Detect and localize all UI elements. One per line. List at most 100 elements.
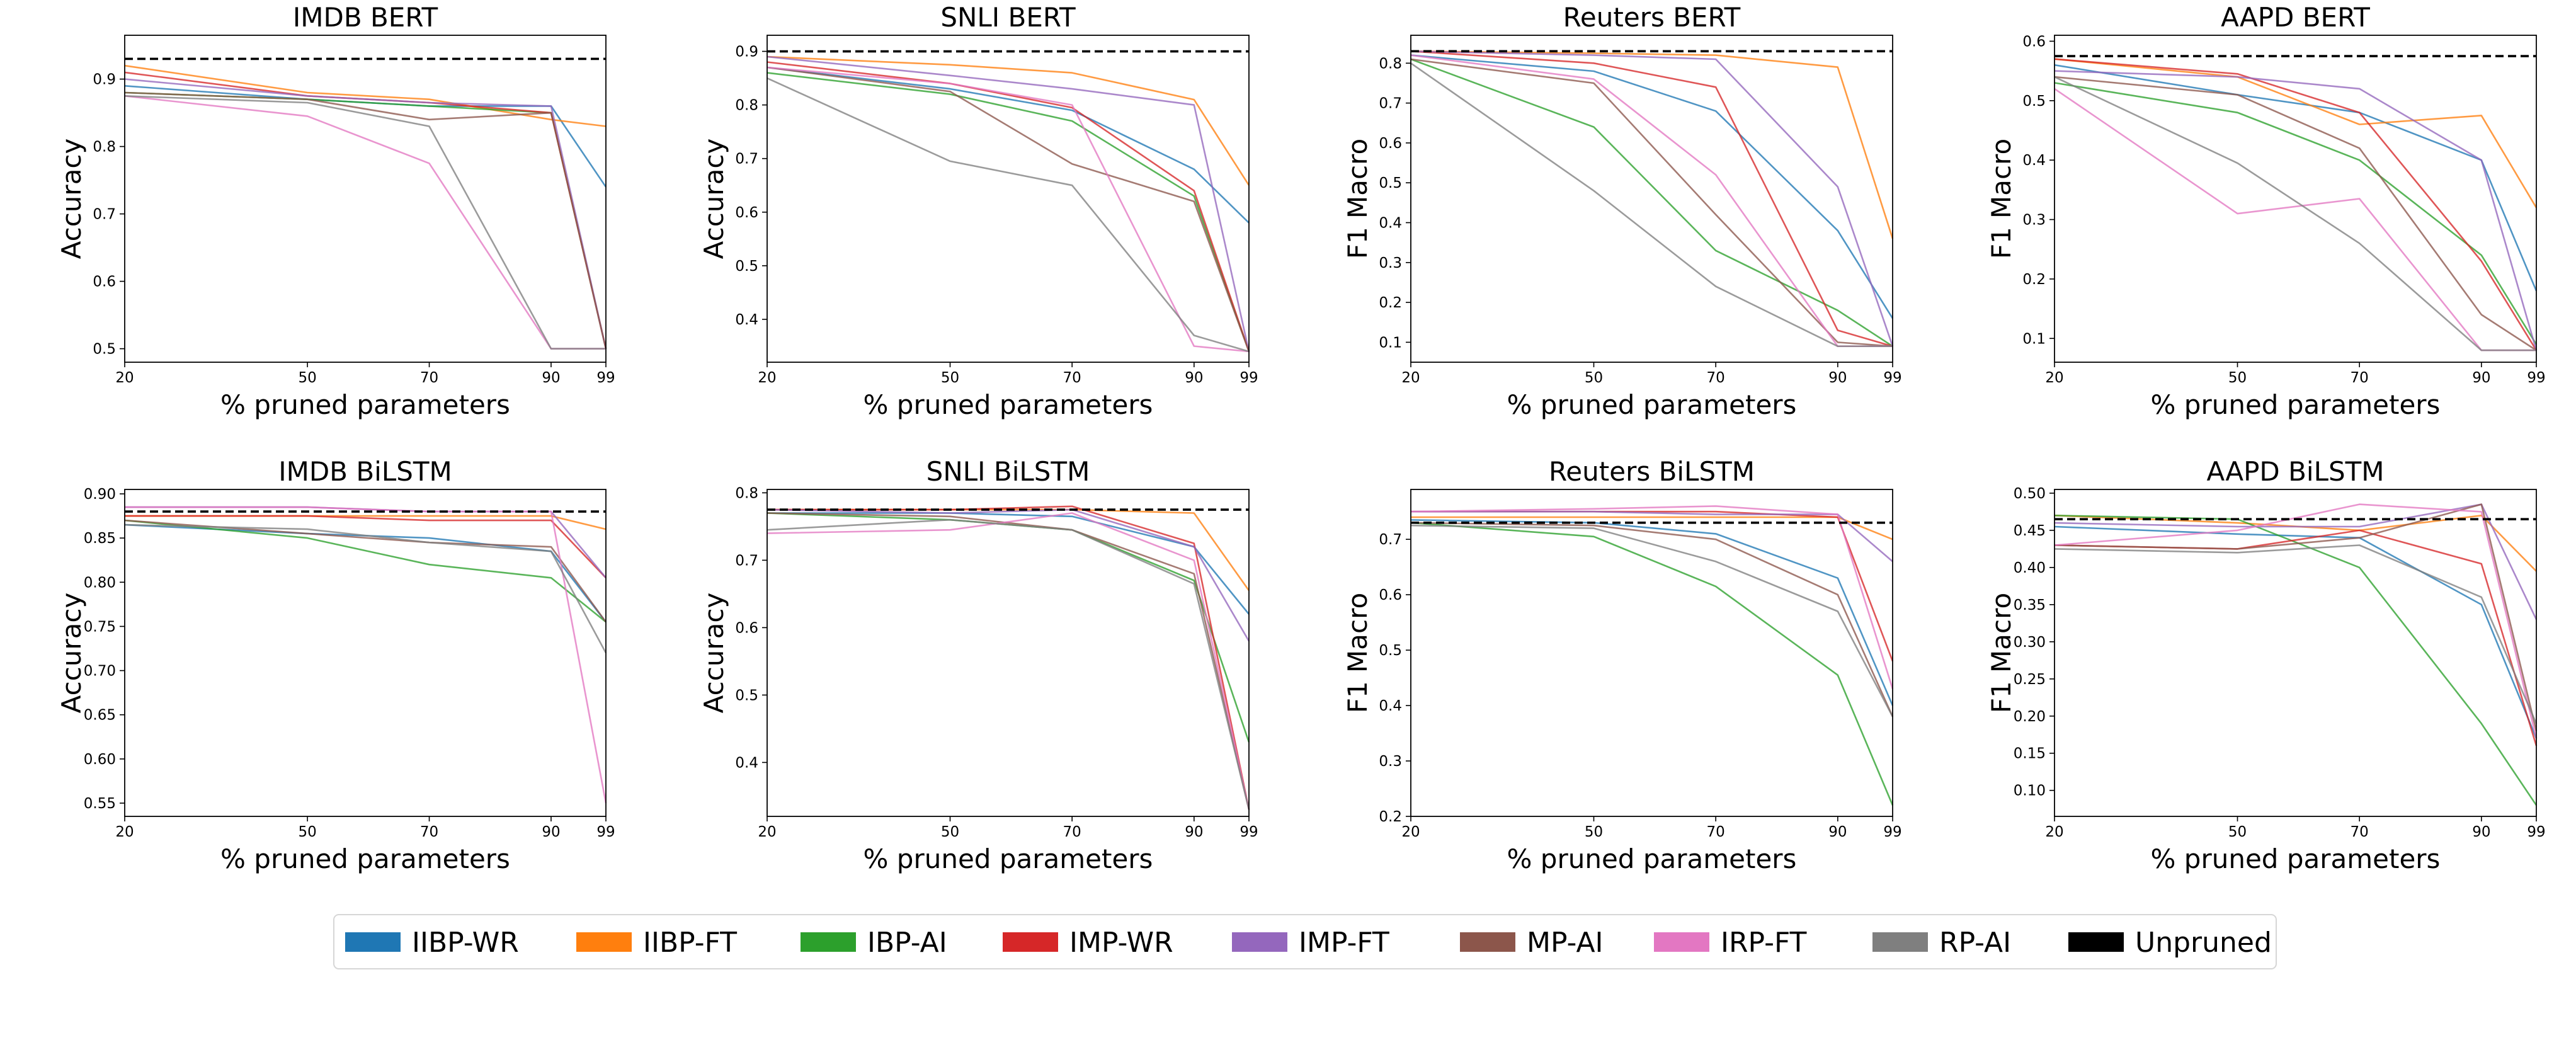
y-axis-label: F1 Macro	[1986, 139, 2017, 259]
series-line-mp-ai	[124, 91, 607, 349]
y-tick-label: 0.80	[84, 574, 116, 591]
panel-title: AAPD BiLSTM	[2206, 456, 2384, 487]
y-tick-label: 0.8	[735, 98, 758, 114]
legend-entry-iibp-ft: IIBP-FT	[576, 927, 737, 959]
x-axis-label: % pruned parameters	[1507, 389, 1797, 420]
plot-frame	[1410, 35, 1893, 363]
y-tick-label: 0.9	[735, 44, 758, 60]
y-tick-label: 0.7	[1379, 532, 1402, 548]
y-tick-label: 0.6	[2022, 33, 2046, 50]
y-tick-label: 0.4	[735, 312, 758, 328]
legend-entry-iibp-wr: IIBP-WR	[345, 927, 519, 959]
legend-swatch	[1872, 932, 1928, 952]
legend-label: IBP-AI	[867, 927, 947, 959]
series-line-imp-wr	[2054, 58, 2538, 351]
legend-swatch	[1232, 932, 1287, 952]
y-tick-label: 0.50	[2014, 486, 2046, 502]
x-tick-label: 90	[542, 824, 560, 840]
x-tick-label: 99	[596, 824, 615, 840]
series-line-irp-ft	[125, 506, 607, 804]
x-axis-label: % pruned parameters	[220, 389, 510, 420]
series-line-imp-wr	[767, 505, 1250, 810]
plot-frame	[767, 489, 1250, 817]
series-line-ibp-ai	[767, 72, 1250, 352]
legend-frame	[333, 914, 2277, 969]
series-line-ibp-ai	[767, 512, 1250, 743]
y-tick-label: 0.9	[93, 72, 116, 88]
y-tick-label: 0.90	[84, 486, 116, 503]
y-tick-label: 0.20	[2014, 709, 2046, 725]
y-tick-label: 0.4	[1379, 698, 1402, 714]
legend-entry-imp-ft: IMP-FT	[1232, 927, 1389, 959]
y-tick-label: 0.5	[735, 258, 758, 275]
legend-entry-ibp-ai: IBP-AI	[801, 927, 947, 959]
plot-frame	[1410, 489, 1893, 817]
x-tick-label: 20	[1401, 370, 1420, 386]
y-tick-label: 0.35	[2014, 597, 2046, 614]
series-line-imp-ft	[124, 78, 607, 349]
x-tick-label: 90	[542, 370, 560, 386]
series-line-irp-ft	[767, 512, 1250, 810]
series-line-iibp-ft	[124, 64, 607, 127]
plot-frame	[124, 489, 607, 817]
x-tick-label: 50	[1585, 370, 1603, 386]
legend-entry-rp-ai: RP-AI	[1872, 927, 2011, 959]
series-line-rp-ai	[767, 77, 1250, 353]
y-tick-label: 0.3	[1379, 753, 1402, 770]
x-tick-label: 50	[2228, 370, 2247, 386]
series-line-iibp-ft	[1411, 516, 1893, 540]
series-line-ibp-ai	[2054, 82, 2538, 345]
x-tick-label: 70	[420, 370, 438, 386]
legend-entry-imp-wr: IMP-WR	[1003, 927, 1173, 959]
y-tick-label: 0.4	[2022, 152, 2046, 169]
y-axis-label: Accuracy	[698, 593, 729, 714]
series-line-rp-ai	[1410, 524, 1894, 717]
legend-label: IIBP-FT	[643, 927, 737, 959]
series-line-iibp-wr	[767, 512, 1250, 615]
legend-swatch	[1460, 932, 1515, 952]
x-axis-label: % pruned parameters	[863, 843, 1153, 874]
y-axis-label: F1 Macro	[1342, 139, 1373, 259]
y-tick-label: 0.5	[2022, 93, 2046, 110]
y-tick-label: 0.6	[735, 620, 758, 636]
series-line-rp-ai	[2054, 76, 2536, 351]
x-tick-label: 99	[596, 370, 615, 386]
panel-title: SNLI BiLSTM	[926, 456, 1090, 487]
x-tick-label: 50	[298, 370, 316, 386]
y-tick-label: 0.5	[1379, 643, 1402, 659]
x-tick-label: 90	[1828, 370, 1847, 386]
series-line-imp-ft	[1411, 510, 1893, 563]
panel-reuters-bert: Reuters BERT 20 50 70 90 99 0.1 0.2 0.3 0.4 0.5 0.6…	[1342, 2, 1902, 420]
y-tick-label: 0.75	[84, 619, 116, 635]
x-tick-label: 90	[1185, 824, 1203, 840]
series-line-iibp-ft	[1410, 50, 1894, 239]
legend-swatch	[801, 932, 856, 952]
series-line-iibp-wr	[124, 523, 607, 623]
y-tick-label: 0.60	[84, 751, 116, 768]
y-tick-label: 0.45	[2014, 523, 2046, 539]
series-line-imp-ft	[2054, 503, 2538, 620]
legend-label: IMP-FT	[1299, 927, 1389, 959]
x-tick-label: 50	[941, 824, 959, 840]
x-tick-label: 20	[2045, 370, 2063, 386]
legend-swatch	[576, 932, 632, 952]
series-line-iibp-wr	[1410, 54, 1894, 319]
x-tick-label: 20	[115, 370, 134, 386]
y-tick-label: 0.6	[735, 205, 758, 221]
x-tick-label: 70	[2351, 824, 2369, 840]
legend-entry-unpruned: Unpruned	[2068, 927, 2272, 959]
y-tick-label: 0.70	[84, 663, 116, 680]
panel-reuters-bilstm: Reuters BiLSTM 20 50 70 90 99 0.2 0.3 0.4 0.5 0.6 0…	[1342, 456, 1902, 874]
series-line-irp-ft	[124, 95, 606, 350]
panel-snli-bilstm: SNLI BiLSTM 20 50 70 90 99 0.4 0.5 0.6 0.7 0.8 % pr…	[698, 456, 1258, 874]
series-line-rp-ai	[124, 95, 606, 350]
series-line-imp-wr	[125, 515, 607, 579]
x-tick-label: 50	[298, 824, 316, 840]
y-tick-label: 0.6	[1379, 135, 1402, 152]
series-line-imp-ft	[1410, 50, 1894, 347]
x-tick-label: 70	[1063, 824, 1081, 840]
panel-aapd-bilstm: AAPD BiLSTM 20 50 70 90 99 0.10 0.15 0.20 0.25 0.3…	[1986, 456, 2546, 874]
series-line-iibp-wr	[1410, 519, 1894, 706]
x-tick-label: 20	[758, 824, 776, 840]
